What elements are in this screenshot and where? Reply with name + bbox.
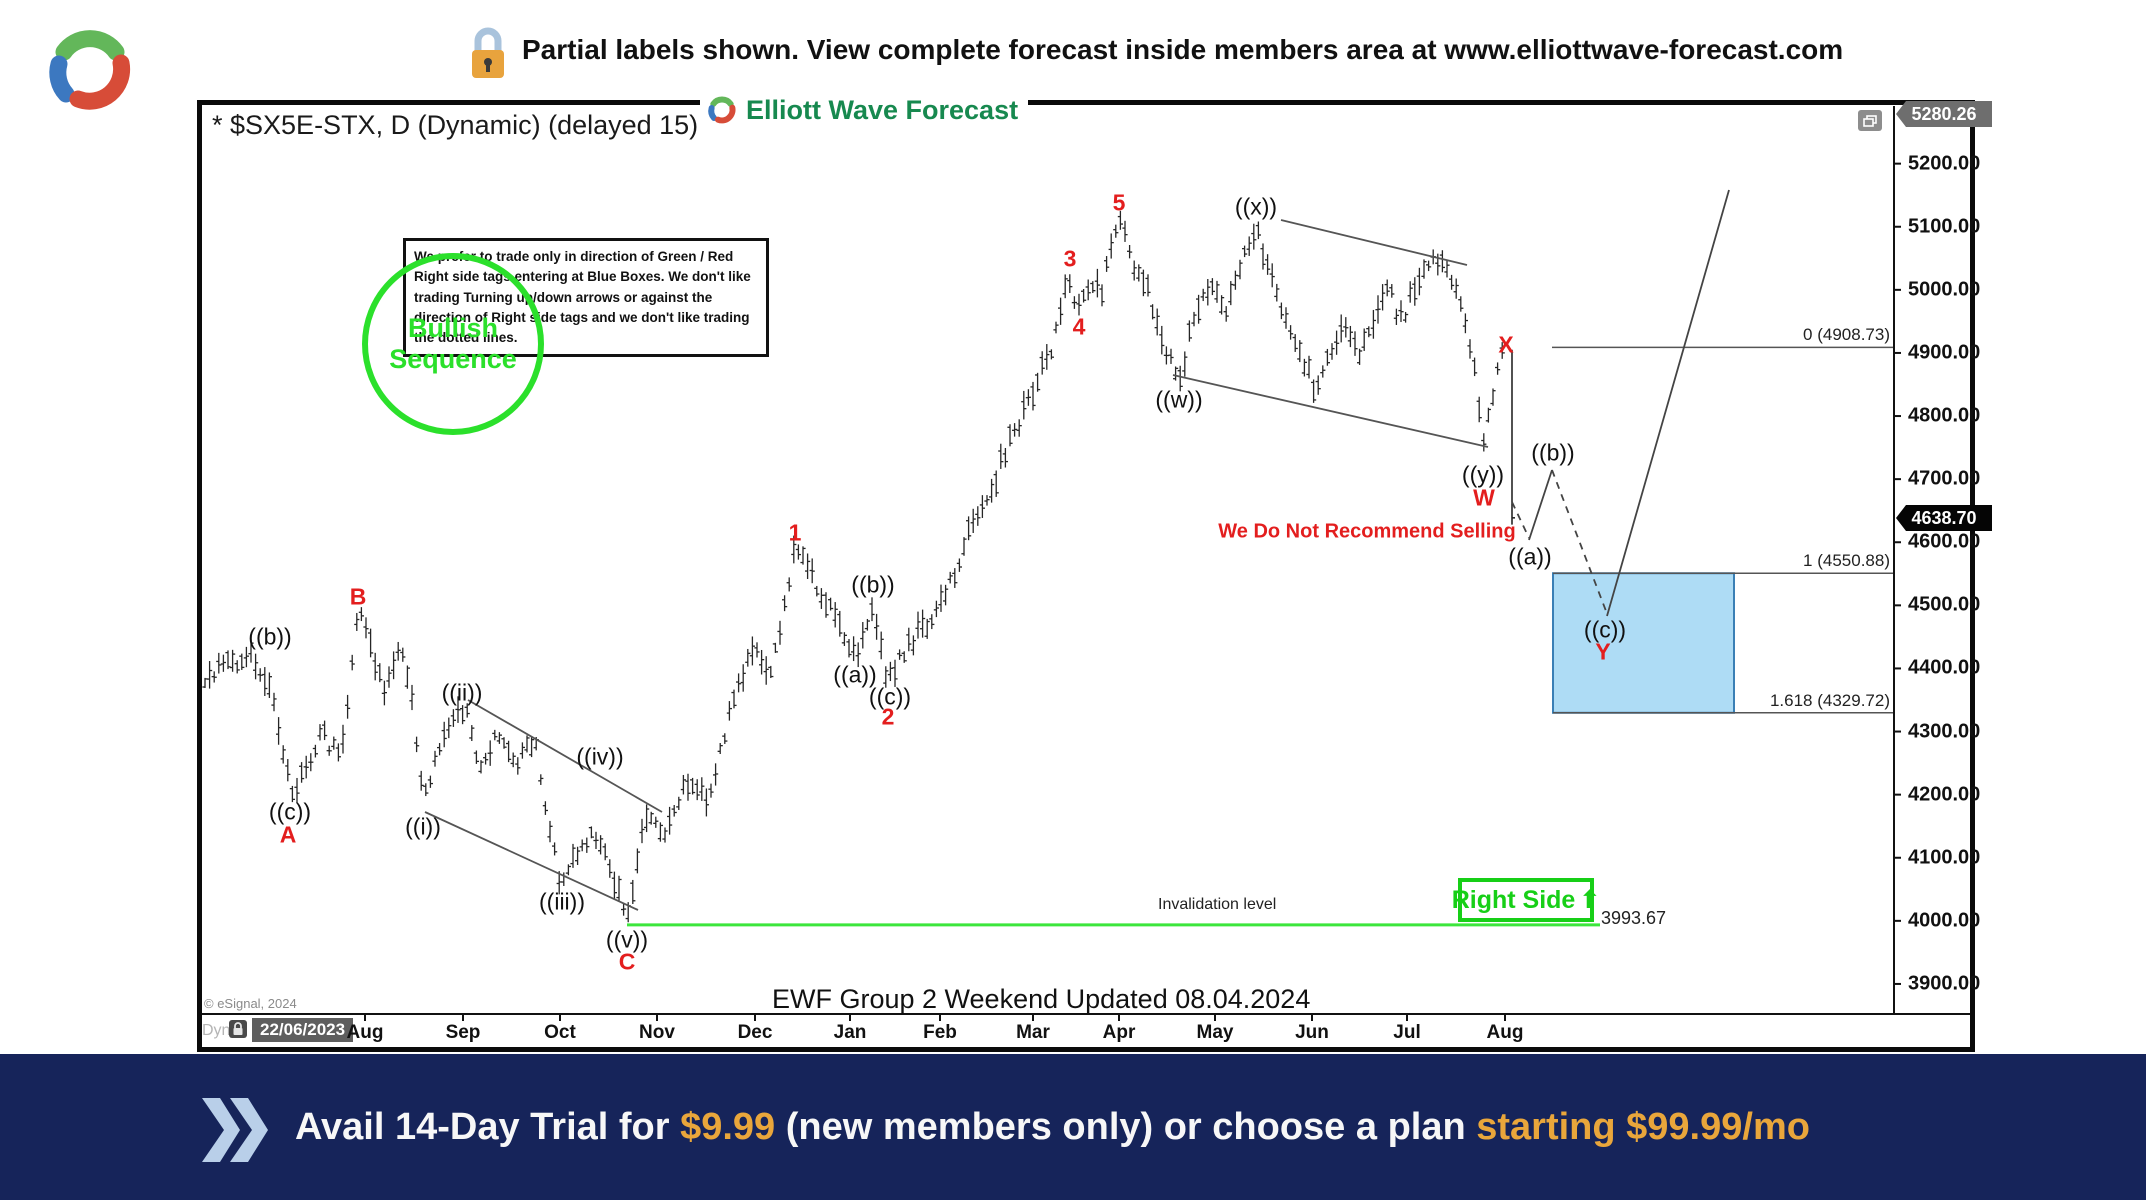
update-note: EWF Group 2 Weekend Updated 08.04.2024 <box>772 984 1311 1014</box>
offer-text-segment: Avail 14-Day Trial for <box>295 1105 681 1148</box>
x-axis-month-label: Nov <box>639 1022 675 1043</box>
wave-label: ((y)) <box>1461 461 1505 488</box>
double-chevron-right-icon <box>202 1098 268 1162</box>
wave-label-red: 1 <box>788 519 802 546</box>
bullish-badge-line1: Bullish <box>407 312 498 343</box>
wave-label: ((a)) <box>1508 543 1552 570</box>
y-axis-label: 4700.00 <box>1908 467 1981 490</box>
y-axis-label: 5200.00 <box>1908 152 1981 175</box>
y-axis-label: 4800.00 <box>1908 404 1981 427</box>
wave-label: ((x)) <box>1234 193 1278 220</box>
wave-label: ((iii)) <box>539 888 585 915</box>
wave-label: ((ii)) <box>441 679 483 706</box>
projection-line <box>1606 189 1730 617</box>
x-axis-month-label: Dec <box>737 1022 773 1043</box>
offer-text-segment: (new members only) or choose a plan <box>775 1105 1477 1148</box>
right-side-tag: Right Side ⬆ <box>1452 878 1600 922</box>
site-logo-swirl <box>49 30 131 110</box>
fib-level-label: 0 (4908.73) <box>1803 325 1890 345</box>
lock-icon <box>472 27 504 78</box>
projection-dashed-line <box>1511 501 1530 539</box>
dyn-mode-label[interactable]: Dyn <box>202 1022 231 1039</box>
wave-label-red: 3 <box>1063 245 1077 272</box>
x-axis-month-label: Oct <box>544 1022 576 1043</box>
last-price-tag: 4638.70 <box>1896 505 1992 531</box>
offer-text-segment: starting $99.99/mo <box>1476 1105 1810 1148</box>
x-axis-month-label: Sep <box>445 1022 481 1043</box>
offer-text: Avail 14-Day Trial for $9.99 (new member… <box>295 1106 1810 1149</box>
x-axis-month-label: Jan <box>833 1022 867 1043</box>
wave-label: ((i)) <box>405 813 441 840</box>
time-template-lock-icon[interactable] <box>228 1019 248 1039</box>
x-axis-month-label: Aug <box>1486 1022 1524 1043</box>
wave-label-red: W <box>1473 484 1495 511</box>
fib-level-label: 1 (4550.88) <box>1803 551 1890 571</box>
wave-label-red: Y <box>1595 638 1611 665</box>
up-arrow-icon: ⬆ <box>1579 886 1601 914</box>
x-axis-month-label: Mar <box>1016 1022 1050 1043</box>
wave-label: ((a)) <box>833 661 877 688</box>
invalidation-label: Invalidation level <box>1158 896 1277 913</box>
x-axis-month-label: Feb <box>923 1022 957 1043</box>
right-side-tag-text: Right Side <box>1451 885 1576 914</box>
projection-line <box>1528 469 1553 541</box>
wave-label: ((b)) <box>1531 439 1575 466</box>
brand-name: Elliott Wave Forecast <box>746 94 1019 125</box>
y-axis-label: 4000.00 <box>1908 909 1981 932</box>
bullish-sequence-badge: Bullish Sequence <box>362 253 544 435</box>
wave-label: ((iv)) <box>576 743 624 770</box>
bullish-badge-line2: Sequence <box>389 344 517 374</box>
wave-label-red: 2 <box>881 703 895 730</box>
x-axis-month-label: Jul <box>1393 1022 1421 1043</box>
no-sell-note: We Do Not Recommend Selling <box>1218 520 1516 543</box>
trendline <box>1172 374 1489 448</box>
y-axis-label: 3900.00 <box>1908 972 1981 995</box>
wave-label: ((c)) <box>268 798 312 825</box>
blue-box-target-zone[interactable] <box>1552 572 1735 714</box>
x-axis-month-label: May <box>1196 1022 1234 1043</box>
wave-label-red: 4 <box>1072 313 1086 340</box>
y-axis-label: 4200.00 <box>1908 783 1981 806</box>
brand-header: Elliott Wave Forecast <box>700 92 1029 130</box>
y-axis-label: 5000.00 <box>1908 278 1981 301</box>
restore-window-icon[interactable] <box>1858 110 1882 131</box>
wave-label: ((c)) <box>868 683 912 710</box>
wave-label-red: C <box>618 948 636 975</box>
offer-text-segment: $9.99 <box>680 1105 776 1148</box>
x-axis-month-label: Aug <box>346 1022 384 1043</box>
trendline <box>424 811 639 911</box>
trendline <box>467 699 663 813</box>
y-axis-label: 4300.00 <box>1908 720 1981 743</box>
wave-label: ((w)) <box>1155 386 1203 413</box>
chart-symbol-title: * $SX5E-STX, D (Dynamic) (delayed 15) <box>212 110 699 140</box>
wave-label-red: 5 <box>1112 189 1126 216</box>
start-date-tag[interactable]: 22/06/2023 <box>252 1018 354 1042</box>
y-axis-label: 4500.00 <box>1908 593 1981 616</box>
esignal-copyright: © eSignal, 2024 <box>204 996 297 1011</box>
wave-label: ((c)) <box>1583 616 1627 643</box>
wave-label: ((b)) <box>248 623 292 650</box>
wave-label: ((b)) <box>851 571 895 598</box>
invalidation-value: 3993.67 <box>1601 908 1667 928</box>
fib-level-label: 1.618 (4329.72) <box>1769 690 1890 710</box>
subscription-offer-bar: Avail 14-Day Trial for $9.99 (new member… <box>0 1054 2146 1200</box>
x-axis-month-label: Apr <box>1102 1022 1136 1043</box>
brand-logo-swirl-icon <box>708 96 736 124</box>
wave-label: ((v)) <box>605 926 649 953</box>
y-axis-label: 4900.00 <box>1908 341 1981 364</box>
y-axis-label: 4400.00 <box>1908 656 1981 679</box>
y-axis-label: 4100.00 <box>1908 846 1981 869</box>
wave-label-red: A <box>279 821 297 848</box>
session-high-price-tag: 5280.26 <box>1896 101 1992 127</box>
wave-label-red: X <box>1498 331 1514 358</box>
wave-label-red: B <box>349 583 367 610</box>
trendline <box>1280 219 1468 266</box>
y-axis-label: 4600.00 <box>1908 530 1981 553</box>
y-axis-label: 5100.00 <box>1908 215 1981 238</box>
x-axis-month-label: Jun <box>1295 1022 1329 1043</box>
members-banner-text: Partial labels shown. View complete fore… <box>522 34 1844 65</box>
